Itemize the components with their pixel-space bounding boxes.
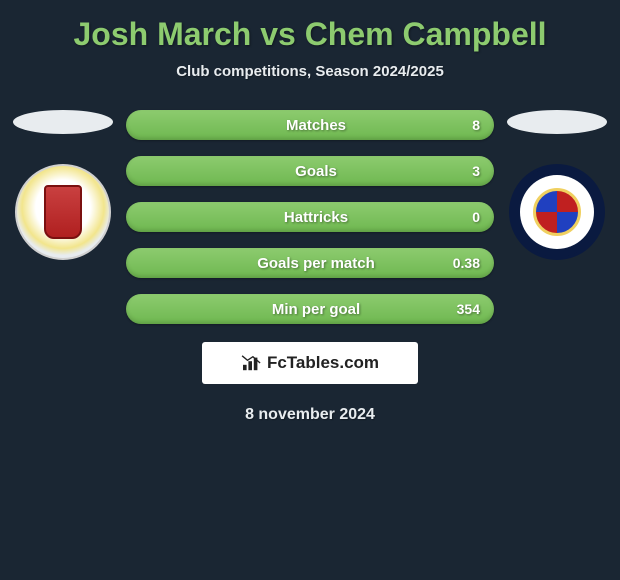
stat-bar-matches: Matches 8 — [126, 110, 494, 140]
stat-value-right: 0 — [472, 209, 480, 225]
player-right-avatar — [507, 110, 607, 134]
stat-label: Hattricks — [284, 209, 348, 226]
stat-value-right: 354 — [457, 301, 480, 317]
stat-value-right: 3 — [472, 163, 480, 179]
comparison-layout: Matches 8 Goals 3 Hattricks 0 Goals per … — [0, 110, 620, 324]
stat-label: Goals — [295, 163, 337, 180]
stat-label: Matches — [286, 117, 346, 134]
brand-box[interactable]: FcTables.com — [202, 342, 418, 384]
brand-text: FcTables.com — [267, 353, 379, 373]
stat-bar-hattricks: Hattricks 0 — [126, 202, 494, 232]
stat-label: Min per goal — [272, 301, 360, 318]
club-badge-right — [509, 164, 605, 260]
stat-value-right: 8 — [472, 117, 480, 133]
stat-bar-goals-per-match: Goals per match 0.38 — [126, 248, 494, 278]
stats-column: Matches 8 Goals 3 Hattricks 0 Goals per … — [118, 110, 502, 324]
page-title: Josh March vs Chem Campbell — [0, 0, 620, 53]
date-label: 8 november 2024 — [0, 406, 620, 424]
club-badge-left — [15, 164, 111, 260]
stat-value-right: 0.38 — [453, 255, 480, 271]
stat-label: Goals per match — [257, 255, 375, 272]
subtitle: Club competitions, Season 2024/2025 — [0, 63, 620, 80]
right-player-column — [502, 110, 612, 324]
stat-bar-min-per-goal: Min per goal 354 — [126, 294, 494, 324]
bar-chart-icon — [241, 354, 263, 372]
player-left-avatar — [13, 110, 113, 134]
left-player-column — [8, 110, 118, 324]
stat-bar-goals: Goals 3 — [126, 156, 494, 186]
